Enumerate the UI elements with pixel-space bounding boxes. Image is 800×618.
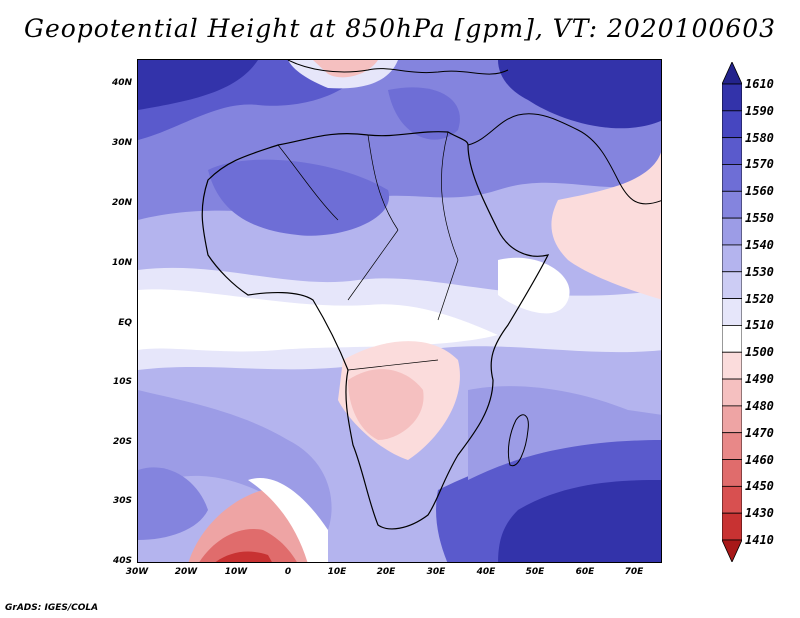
colorbar-box — [722, 244, 742, 273]
lat-label-20s: 20S — [112, 437, 132, 447]
colorbar-label: 1500 — [745, 345, 774, 360]
colorbar-box — [722, 459, 742, 487]
colorbar-box — [722, 217, 742, 246]
lat-label-40s: 40S — [112, 556, 132, 566]
colorbar-box — [722, 325, 742, 353]
colorbar-label: 1460 — [745, 452, 774, 467]
colorbar-box — [722, 512, 742, 541]
colorbar-box — [722, 83, 742, 112]
lon-label-30w: 30W — [125, 567, 149, 577]
colorbar-label: 1490 — [745, 372, 774, 387]
colorbar-label: 1580 — [745, 130, 774, 145]
lat-label-10s: 10S — [112, 377, 132, 387]
colorbar-label: 1510 — [745, 318, 774, 333]
lat-label-10n: 10N — [111, 258, 132, 268]
lon-label-20e: 20E — [376, 567, 396, 577]
colorbar-label: 1520 — [745, 291, 774, 306]
colorbar-label: 1430 — [745, 506, 774, 521]
colorbar-box — [722, 298, 742, 326]
colorbar-box — [722, 351, 742, 380]
colorbar-label: 1610 — [745, 77, 774, 91]
colorbar-bottom-triangle — [722, 539, 742, 562]
colorbar-box — [722, 137, 742, 165]
lon-label-70e: 70E — [624, 567, 644, 577]
grads-credit: GrADS: IGES/COLA — [5, 603, 99, 613]
colorbar-label: 1480 — [745, 398, 774, 413]
lon-label-40e: 40E — [476, 567, 496, 577]
lon-label-50e: 50E — [525, 567, 545, 577]
colorbar-top-triangle — [722, 62, 742, 85]
colorbar-label: 1530 — [745, 264, 774, 279]
lon-label-30e: 30E — [426, 567, 446, 577]
lat-label-40n: 40N — [111, 78, 132, 88]
chart-title: Geopotential Height at 850hPa [gpm], VT:… — [23, 14, 777, 43]
colorbar-box — [722, 271, 742, 299]
colorbar-label: 1590 — [745, 103, 774, 118]
colorbar-box — [722, 485, 742, 514]
map-panel — [137, 59, 662, 563]
colorbar-label: 1560 — [745, 184, 774, 199]
colorbar-box — [722, 405, 742, 434]
colorbar-box — [722, 378, 742, 407]
lon-label-60e: 60E — [575, 567, 595, 577]
colorbar-label: 1540 — [745, 237, 774, 252]
colorbar-box — [722, 190, 742, 219]
lon-label-20w: 20W — [174, 567, 198, 577]
lon-label-10e: 10E — [327, 567, 347, 577]
lon-label-10w: 10W — [224, 567, 248, 577]
colorbar-box — [722, 432, 742, 460]
height-field — [138, 60, 661, 562]
colorbar-box — [722, 164, 742, 192]
lat-label-30s: 30S — [112, 496, 132, 506]
colorbar-label: 1410 — [745, 533, 774, 547]
lat-label-20n: 20N — [111, 198, 132, 208]
lon-label-0: 0 — [284, 567, 292, 577]
lat-label-30n: 30N — [111, 138, 132, 148]
colorbar-label: 1570 — [745, 157, 774, 172]
colorbar — [722, 62, 742, 562]
colorbar-label: 1450 — [745, 479, 774, 494]
lat-label-eq: EQ — [118, 318, 132, 328]
colorbar-label: 1470 — [745, 425, 774, 440]
colorbar-box — [722, 110, 742, 139]
colorbar-label: 1550 — [745, 211, 774, 226]
